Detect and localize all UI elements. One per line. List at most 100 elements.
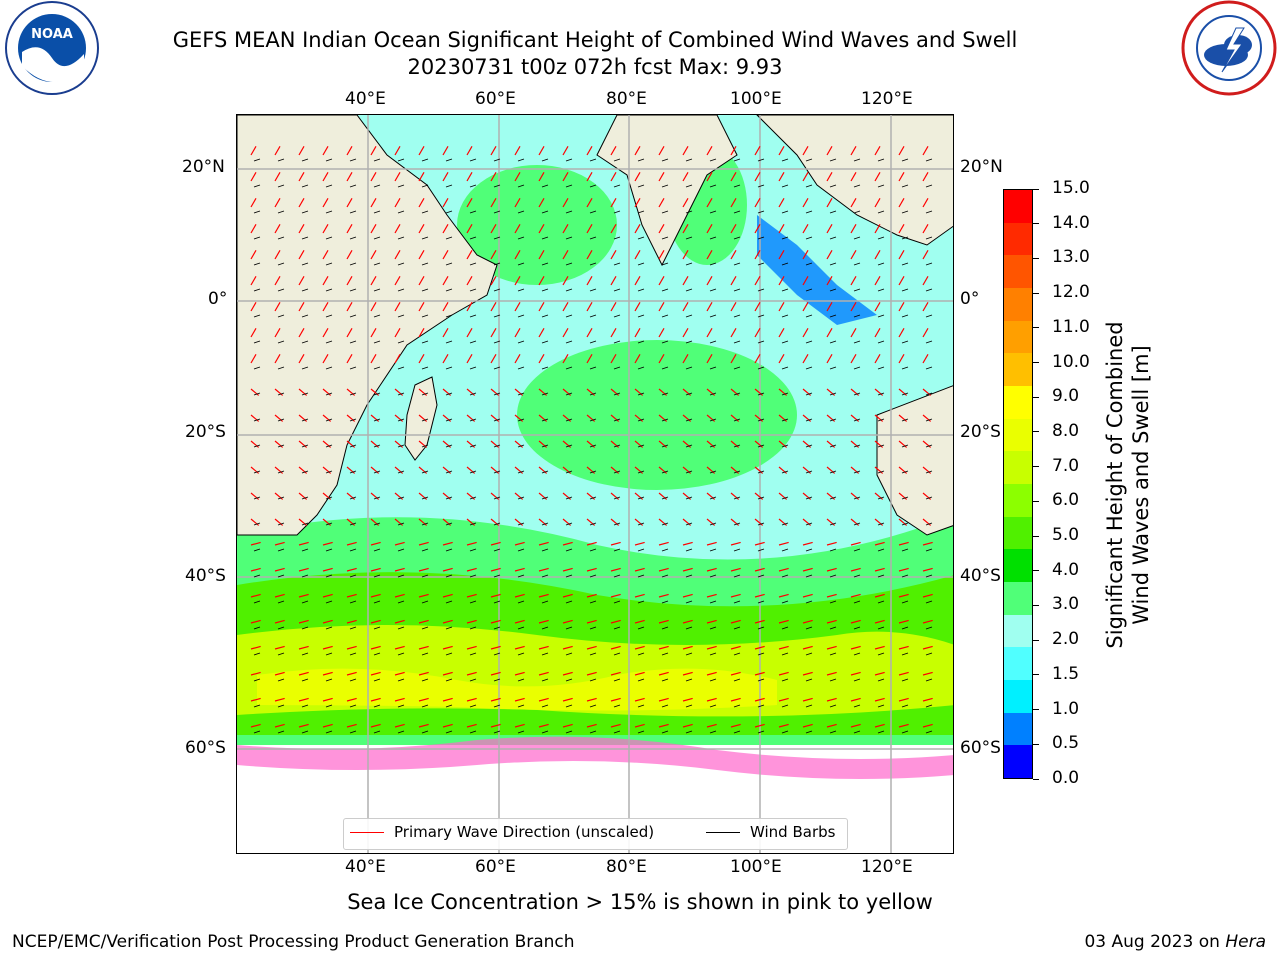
wind-barb: [541, 730, 549, 734]
wave-arrow: [322, 172, 329, 182]
wind-barb: [493, 314, 501, 318]
wind-barb: [733, 678, 741, 682]
footer-credit: NCEP/EMC/Verification Post Processing Pr…: [12, 932, 575, 952]
wave-arrow: [274, 567, 285, 572]
wave-arrow: [730, 723, 741, 728]
wind-barb: [517, 340, 525, 344]
colorbar-tick: [1033, 188, 1039, 190]
wave-arrow: [538, 466, 548, 474]
wind-barb: [925, 210, 933, 214]
wave-arrow: [730, 146, 737, 156]
wave-arrow: [514, 440, 524, 448]
wind-barb: [661, 626, 669, 630]
wave-arrow: [658, 354, 665, 364]
wave-arrow: [442, 302, 449, 312]
wind-barb: [301, 340, 309, 344]
wave-arrow: [922, 492, 932, 500]
wave-arrow: [778, 645, 789, 650]
wave-arrow: [586, 224, 593, 234]
wind-barb: [397, 210, 405, 214]
wind-barb: [613, 158, 621, 162]
wind-barb: [781, 496, 789, 500]
colorbar-tick-label: 0.0: [1052, 768, 1080, 788]
colorbar-tick-label: 13.0: [1052, 247, 1090, 268]
wind-barb: [397, 730, 405, 734]
wave-arrow: [826, 541, 837, 546]
wave-arrow: [634, 198, 641, 208]
wind-barb: [445, 704, 453, 708]
wave-arrow: [418, 414, 428, 422]
wave-arrow: [754, 414, 764, 422]
wave-arrow: [514, 619, 525, 624]
wave-arrow: [826, 198, 833, 208]
wave-arrow: [346, 302, 353, 312]
wind-barb: [397, 652, 405, 656]
colorbar-segment: [1004, 190, 1032, 223]
wave-arrow: [442, 146, 449, 156]
wave-arrow: [562, 567, 573, 572]
wave-arrow: [298, 250, 305, 260]
wave-arrow: [586, 541, 597, 546]
wave-arrow: [394, 388, 404, 396]
wind-barb: [517, 366, 525, 370]
wind-barb: [325, 600, 333, 604]
lon-label-bottom: 60°E: [475, 857, 516, 877]
wind-barb: [349, 444, 357, 448]
wave-arrow: [802, 567, 813, 572]
wind-barb: [877, 366, 885, 370]
wave-arrow: [730, 593, 741, 598]
wind-barb: [925, 704, 933, 708]
wave-arrow: [826, 492, 836, 500]
wave-arrow: [418, 224, 425, 234]
wave-arrow: [322, 146, 329, 156]
wind-barb: [661, 210, 669, 214]
wave-arrow: [850, 518, 860, 526]
wind-barb: [805, 470, 813, 474]
wave-arrow: [562, 354, 569, 364]
wave-arrow: [874, 250, 881, 260]
wave-arrow: [538, 723, 549, 728]
wind-barb: [685, 548, 693, 552]
wind-barb: [565, 340, 573, 344]
wind-barb: [685, 210, 693, 214]
wave-arrow: [322, 388, 332, 396]
wave-arrow: [250, 541, 261, 546]
wave-arrow: [442, 328, 449, 338]
colorbar-segment: [1004, 385, 1032, 419]
wind-barb: [517, 418, 525, 422]
wind-barb: [637, 184, 645, 188]
wave-arrow: [250, 567, 261, 572]
wind-barb: [325, 210, 333, 214]
wind-barb: [613, 392, 621, 396]
wave-arrow: [562, 414, 572, 422]
wind-barb: [901, 184, 909, 188]
wave-arrow: [706, 593, 717, 598]
wave-arrow: [778, 697, 789, 702]
wind-barb: [853, 444, 861, 448]
wave-arrow: [490, 224, 497, 234]
colorbar-tick-label: 10.0: [1052, 351, 1090, 372]
wave-arrow: [274, 198, 281, 208]
wind-barb: [757, 184, 765, 188]
wind-barb: [757, 288, 765, 292]
wave-arrow: [778, 723, 789, 728]
wind-barb: [805, 600, 813, 604]
wave-arrow: [898, 723, 909, 728]
wind-barb: [373, 366, 381, 370]
wind-barb: [661, 548, 669, 552]
wave-arrow: [730, 250, 737, 260]
wind-barb: [493, 184, 501, 188]
wave-arrow: [706, 302, 713, 312]
wind-barb: [541, 496, 549, 500]
wave-arrow: [730, 198, 737, 208]
wind-barb: [277, 678, 285, 682]
wind-barb: [757, 652, 765, 656]
wind-barb: [613, 340, 621, 344]
wave-arrow: [586, 302, 593, 312]
wind-barb: [469, 158, 477, 162]
wind-barb: [589, 730, 597, 734]
wave-zone-peak: [257, 668, 777, 711]
wind-barb: [397, 704, 405, 708]
wave-arrow: [610, 146, 617, 156]
wave-arrow: [538, 146, 545, 156]
